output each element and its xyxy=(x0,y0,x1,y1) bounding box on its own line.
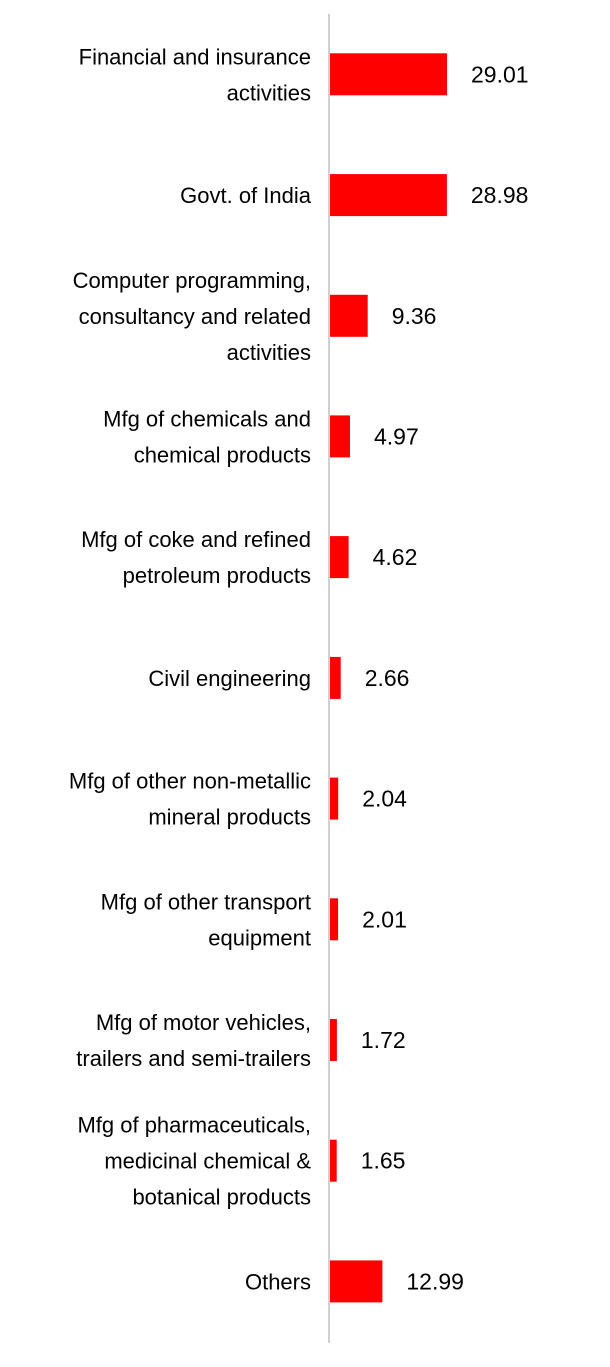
value-label: 29.01 xyxy=(471,61,529,87)
category-label: Mfg of pharmaceuticals, xyxy=(77,1113,311,1138)
bar xyxy=(330,536,349,579)
value-label: 1.72 xyxy=(361,1027,406,1053)
value-label: 2.01 xyxy=(362,906,407,932)
bar xyxy=(330,53,447,96)
category-label: Civil engineering xyxy=(148,666,311,691)
value-label: 2.66 xyxy=(365,665,410,691)
category-label: Mfg of chemicals and xyxy=(103,406,311,431)
bar xyxy=(330,898,339,941)
category-label: activities xyxy=(227,80,311,105)
category-label: Mfg of coke and refined xyxy=(81,527,311,552)
category-label: activities xyxy=(227,340,311,365)
bar xyxy=(330,174,447,217)
category-label: Mfg of other transport xyxy=(101,889,311,914)
category-label: equipment xyxy=(208,925,311,950)
bar xyxy=(330,777,339,820)
category-label: Computer programming, xyxy=(73,268,311,293)
category-label: botanical products xyxy=(132,1185,311,1210)
bars-group xyxy=(330,53,447,1303)
category-label: Financial and insurance xyxy=(79,44,311,69)
value-label: 4.62 xyxy=(373,544,418,570)
bar xyxy=(330,1019,337,1061)
value-label: 2.04 xyxy=(362,786,407,812)
category-label: Others xyxy=(245,1269,311,1294)
category-label: Mfg of other non-metallic xyxy=(69,769,311,794)
bar xyxy=(330,656,341,699)
bar xyxy=(330,1139,337,1182)
value-labels-group: 29.01 28.98 9.36 4.97 4.62 2.66 2.04 2.01 1.72 1.… xyxy=(361,61,529,1294)
bar xyxy=(330,294,368,337)
bar xyxy=(330,415,350,458)
category-label: chemical products xyxy=(134,442,311,467)
category-label: medicinal chemical & xyxy=(104,1149,311,1174)
value-label: 12.99 xyxy=(406,1268,464,1294)
category-label: mineral products xyxy=(148,805,311,830)
category-label: Mfg of motor vehicles, xyxy=(96,1010,311,1035)
category-label: petroleum products xyxy=(123,563,311,588)
category-label: trailers and semi-trailers xyxy=(76,1046,311,1071)
category-label: Govt. of India xyxy=(180,183,312,208)
category-labels-group: Financial and insurance activities Govt. o… xyxy=(69,44,312,1294)
value-label: 4.97 xyxy=(374,423,419,449)
value-label: 9.36 xyxy=(392,303,437,329)
category-label: consultancy and related xyxy=(79,304,311,329)
bar xyxy=(330,1260,383,1303)
value-label: 1.65 xyxy=(361,1148,406,1174)
value-label: 28.98 xyxy=(471,182,529,208)
